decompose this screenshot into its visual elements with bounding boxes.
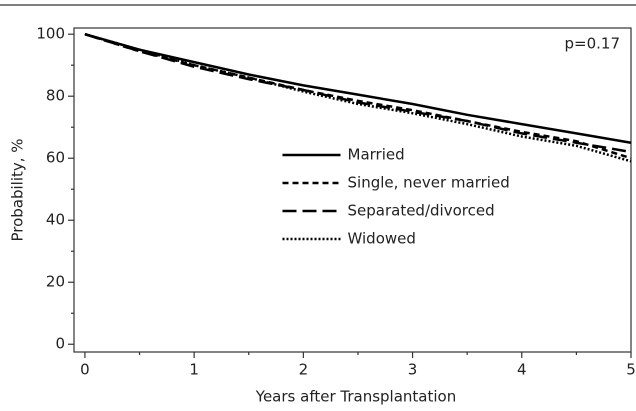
y-tick-label: 60 bbox=[46, 149, 65, 167]
annotation: p=0.17 bbox=[565, 35, 621, 53]
legend-label: Single, never married bbox=[348, 174, 510, 192]
y-tick-label: 100 bbox=[36, 25, 65, 43]
series-line bbox=[84, 33, 632, 154]
x-tick-label: 0 bbox=[80, 361, 90, 379]
plot-frame bbox=[73, 27, 632, 353]
y-axis-label: Probability, % bbox=[9, 138, 27, 241]
legend-label: Married bbox=[348, 146, 405, 164]
x-axis-label: Years after Transplantation bbox=[255, 388, 456, 406]
y-tick-label: 40 bbox=[46, 211, 65, 229]
y-tick-label: 20 bbox=[46, 273, 65, 291]
y-tick-label: 0 bbox=[55, 335, 65, 353]
series-line bbox=[84, 32, 632, 163]
x-tick-label: 4 bbox=[517, 361, 527, 379]
x-tick-label: 3 bbox=[408, 361, 418, 379]
legend-label: Widowed bbox=[348, 230, 416, 248]
legend-label: Separated/divorced bbox=[348, 202, 495, 220]
x-tick-label: 2 bbox=[299, 361, 309, 379]
y-tick-label: 80 bbox=[46, 87, 65, 105]
series-line bbox=[84, 33, 632, 160]
x-tick-label: 5 bbox=[626, 361, 636, 379]
series-line bbox=[84, 32, 632, 144]
x-tick-label: 1 bbox=[189, 361, 199, 379]
